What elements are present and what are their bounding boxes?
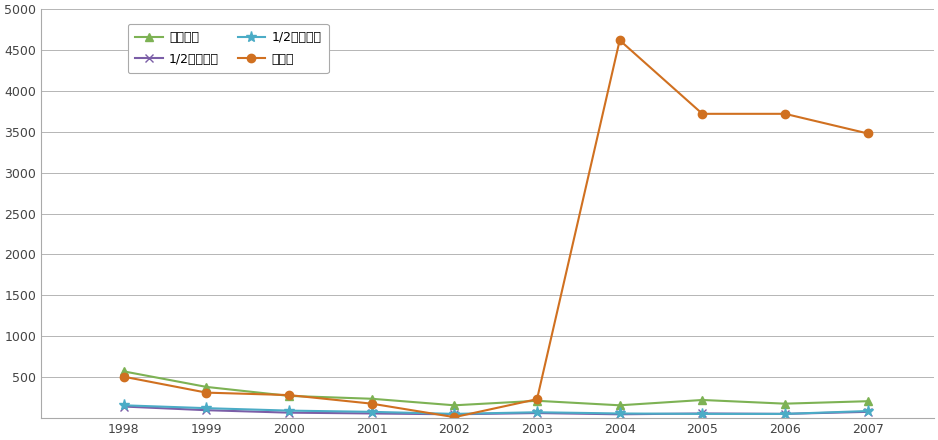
- 1/2이상회수: [448, 412, 460, 417]
- 전부회수: [862, 399, 873, 404]
- Line: 전부회수: 전부회수: [119, 367, 871, 410]
- 1/2이상회수: [283, 410, 295, 415]
- 1/2이상회수: [201, 407, 212, 413]
- Line: 미회수: 미회수: [119, 36, 871, 422]
- 미회수: [118, 374, 129, 379]
- 1/2미만회수: [532, 410, 543, 415]
- 1/2이상회수: [532, 411, 543, 416]
- 미회수: [779, 111, 791, 117]
- Legend: 전부회수, 1/2이상회수, 1/2미만회수, 미회수: 전부회수, 1/2이상회수, 1/2미만회수, 미회수: [128, 24, 329, 73]
- 1/2이상회수: [118, 404, 129, 409]
- 미회수: [201, 390, 212, 395]
- 전부회수: [697, 397, 708, 403]
- 미회수: [862, 131, 873, 136]
- 1/2미만회수: [366, 409, 377, 414]
- 1/2이상회수: [862, 409, 873, 414]
- 1/2미만회수: [697, 411, 708, 417]
- 미회수: [614, 37, 626, 43]
- 미회수: [697, 111, 708, 117]
- 미회수: [283, 392, 295, 398]
- 전부회수: [283, 393, 295, 399]
- 1/2미만회수: [118, 403, 129, 408]
- 전부회수: [614, 403, 626, 408]
- 미회수: [532, 396, 543, 402]
- 1/2이상회수: [779, 411, 791, 417]
- 전부회수: [201, 384, 212, 389]
- 미회수: [448, 414, 460, 420]
- 전부회수: [366, 396, 377, 401]
- 전부회수: [779, 401, 791, 406]
- 1/2이상회수: [366, 411, 377, 416]
- 1/2미만회수: [779, 411, 791, 417]
- 1/2미만회수: [614, 411, 626, 416]
- 전부회수: [532, 398, 543, 403]
- Line: 1/2이상회수: 1/2이상회수: [119, 402, 871, 418]
- 1/2미만회수: [448, 411, 460, 417]
- 1/2미만회수: [283, 408, 295, 413]
- 미회수: [366, 401, 377, 406]
- 1/2이상회수: [697, 411, 708, 416]
- 1/2이상회수: [614, 412, 626, 417]
- 1/2미만회수: [862, 408, 873, 414]
- Line: 1/2미만회수: 1/2미만회수: [118, 400, 873, 419]
- 전부회수: [448, 403, 460, 408]
- 전부회수: [118, 369, 129, 374]
- 1/2미만회수: [201, 406, 212, 411]
